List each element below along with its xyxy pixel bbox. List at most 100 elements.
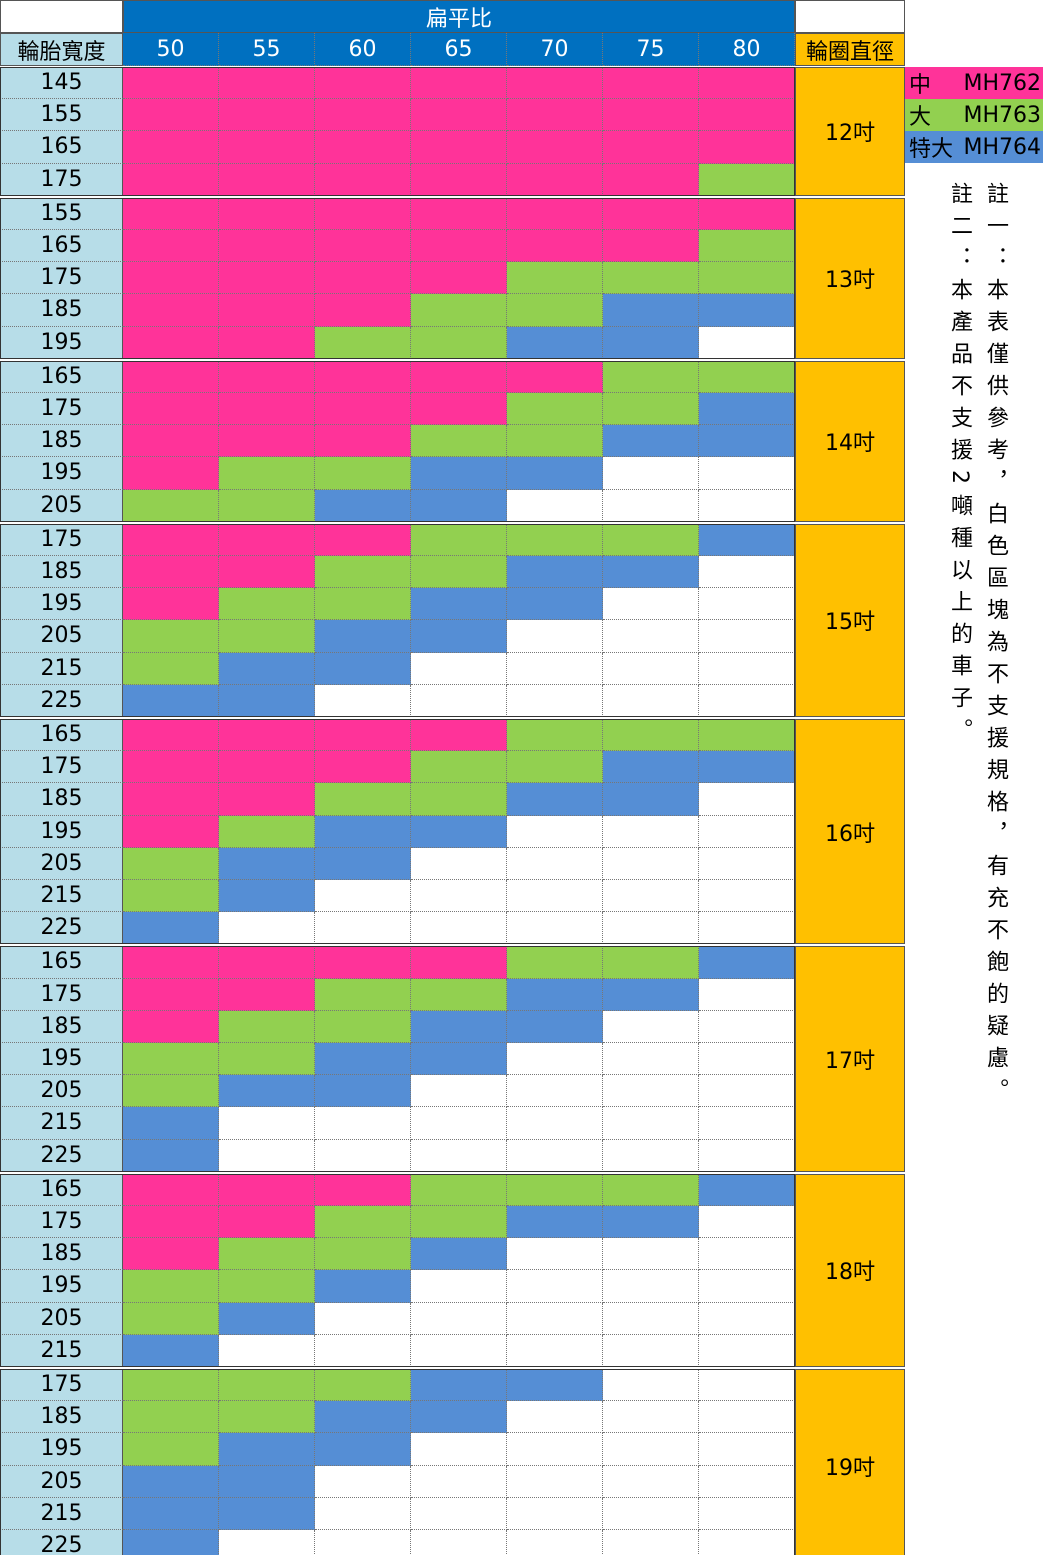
fit-cell [123, 719, 219, 752]
fit-cell [315, 1334, 411, 1367]
rim-size: 16吋 [795, 719, 905, 945]
fit-cell [123, 489, 219, 522]
fit-cell [411, 652, 507, 685]
header-blank [0, 0, 123, 33]
fit-cell [603, 1238, 699, 1271]
fit-cell [507, 556, 603, 589]
fit-cell [699, 978, 795, 1011]
fit-cell [219, 1139, 315, 1172]
tire-width: 175 [0, 393, 123, 426]
fit-cell [699, 1139, 795, 1172]
fit-cell [411, 912, 507, 945]
fit-cell [315, 1043, 411, 1076]
fit-cell [411, 360, 507, 393]
fit-cell [507, 588, 603, 621]
fit-cell [699, 1465, 795, 1498]
fit-cell [123, 1369, 219, 1402]
note: 註一：本表僅供參考，白色區塊為不支援規格，有充不飽的疑慮。 [983, 182, 1008, 1110]
fit-cell [699, 847, 795, 880]
fit-cell [315, 1401, 411, 1434]
fit-cell [315, 425, 411, 458]
fit-cell [315, 1497, 411, 1530]
fit-cell [219, 131, 315, 164]
tire-width: 215 [0, 1107, 123, 1140]
fit-cell [507, 99, 603, 132]
fit-cell [411, 1075, 507, 1108]
fit-cell [123, 197, 219, 230]
fit-cell [507, 294, 603, 327]
fit-cell [603, 1369, 699, 1402]
fit-cell [507, 946, 603, 979]
fit-cell [123, 67, 219, 100]
fit-cell [123, 99, 219, 132]
tire-width: 185 [0, 783, 123, 816]
fit-cell [603, 1433, 699, 1466]
fit-cell [219, 294, 315, 327]
fit-cell [507, 230, 603, 263]
fit-cell [411, 1401, 507, 1434]
fit-cell [699, 1238, 795, 1271]
fit-cell [603, 815, 699, 848]
note: 註二：本產品不支援2噸種以上的車子。 [947, 182, 972, 750]
fit-cell [699, 1334, 795, 1367]
fit-cell [507, 489, 603, 522]
fit-cell [123, 946, 219, 979]
fit-cell [123, 393, 219, 426]
fit-cell [123, 425, 219, 458]
fit-cell [699, 1433, 795, 1466]
fit-cell [411, 1173, 507, 1206]
fit-cell [219, 523, 315, 556]
fit-cell [699, 1107, 795, 1140]
fit-cell [219, 652, 315, 685]
tire-width: 175 [0, 262, 123, 295]
ratio-label: 65 [411, 33, 507, 66]
fit-cell [315, 1369, 411, 1402]
fit-cell [219, 588, 315, 621]
tire-width: 195 [0, 588, 123, 621]
fit-cell [219, 393, 315, 426]
fit-cell [507, 393, 603, 426]
fit-cell [123, 684, 219, 717]
fit-cell [603, 652, 699, 685]
fit-cell [219, 1433, 315, 1466]
fit-cell [219, 457, 315, 490]
fit-cell [219, 783, 315, 816]
fit-cell [123, 751, 219, 784]
fit-cell [411, 1139, 507, 1172]
fit-cell [411, 880, 507, 913]
rim-size: 14吋 [795, 360, 905, 522]
fit-cell [219, 326, 315, 359]
tire-width: 215 [0, 880, 123, 913]
fit-cell [219, 1206, 315, 1239]
fit-cell [699, 360, 795, 393]
rim-title: 輪圈直徑 [795, 33, 905, 66]
fit-cell [603, 1206, 699, 1239]
fit-cell [411, 294, 507, 327]
fit-cell [699, 425, 795, 458]
fit-cell [315, 523, 411, 556]
fit-cell [411, 1433, 507, 1466]
fit-cell [411, 489, 507, 522]
fit-cell [315, 131, 411, 164]
fit-cell [699, 751, 795, 784]
legend-item: 大 MH763 [905, 99, 1043, 131]
fit-cell [507, 163, 603, 196]
fit-cell [219, 684, 315, 717]
fit-cell [411, 1206, 507, 1239]
ratio-label: 80 [699, 33, 795, 66]
fit-cell [699, 1173, 795, 1206]
fit-cell [699, 262, 795, 295]
fit-cell [123, 652, 219, 685]
fit-cell [603, 751, 699, 784]
fit-cell [411, 556, 507, 589]
fit-cell [507, 457, 603, 490]
fit-cell [315, 294, 411, 327]
fit-cell [219, 719, 315, 752]
fit-cell [699, 684, 795, 717]
ratio-label: 70 [507, 33, 603, 66]
ratio-label: 55 [219, 33, 315, 66]
fit-cell [603, 1270, 699, 1303]
tire-width: 195 [0, 457, 123, 490]
fit-cell [315, 1238, 411, 1271]
fit-cell [123, 1107, 219, 1140]
